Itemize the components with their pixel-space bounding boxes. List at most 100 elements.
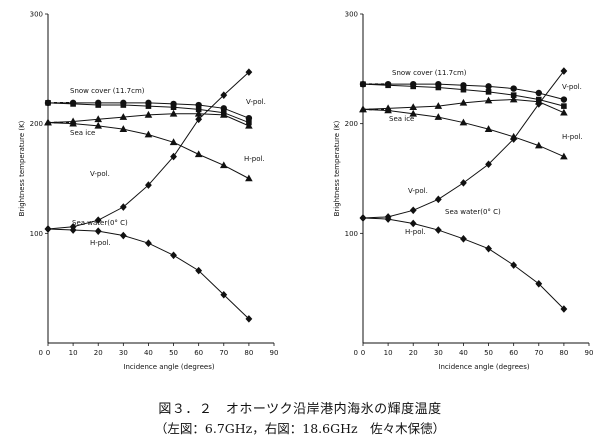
x-tick-label: 20 [94, 349, 103, 357]
right-chart: 0 10 20 30 40 50 60 70 80 90 100 200 300 0 Incidence a… [333, 11, 593, 372]
data-point [245, 121, 253, 129]
data-point [460, 179, 467, 187]
x-tick-label: 30 [119, 349, 128, 357]
annotation-label: H-pol. [90, 239, 111, 247]
data-point [560, 108, 568, 116]
data-point [409, 109, 418, 117]
x-tick-label: 0 [46, 349, 50, 357]
x-tick-label: 50 [484, 349, 493, 357]
x-tick-label: 80 [559, 349, 568, 357]
data-point [145, 239, 152, 248]
data-point [145, 103, 152, 109]
x-tick-label: 10 [69, 349, 78, 357]
annotation-label: V-pol. [408, 187, 428, 195]
x-tick-label: 80 [244, 349, 253, 357]
data-point [44, 225, 52, 233]
data-point [510, 92, 517, 98]
annotation-label: V-pol. [90, 170, 110, 178]
data-point [144, 130, 153, 138]
figure-subcaption: （左図：6.7GHz，右図：18.6GHz 佐々木保徳） [154, 421, 446, 436]
x-tick-label: 20 [409, 349, 418, 357]
annotation-label: Sea ice [389, 115, 414, 123]
data-point [561, 103, 567, 109]
annotation-label: H-pol. [562, 133, 583, 141]
data-point [119, 203, 127, 211]
data-point [195, 266, 203, 275]
data-point [434, 102, 443, 109]
y-axis-label: Brightness temperature (K) [18, 120, 26, 216]
x-axis-label: Incidence angle (degrees) [123, 363, 214, 371]
x-tick-label: 90 [270, 349, 279, 357]
data-point [434, 226, 442, 234]
data-point [119, 231, 127, 240]
data-point [195, 115, 203, 124]
data-point [44, 118, 52, 126]
data-point [409, 103, 418, 111]
data-point [410, 83, 417, 90]
data-point [484, 125, 493, 132]
data-point [119, 113, 128, 120]
data-point [95, 102, 102, 108]
annotation-label: V-pol. [562, 83, 582, 91]
data-point [485, 89, 492, 95]
data-point [384, 106, 392, 114]
data-point [170, 152, 177, 161]
figure-caption: 図３．２ オホーツク沿岸港内海氷の輝度温度 [158, 402, 442, 417]
x-tick-label: 30 [434, 349, 443, 357]
y-tick-label: 100 [30, 230, 43, 238]
data-point [434, 113, 443, 120]
data-point [69, 226, 77, 234]
data-point [535, 89, 542, 97]
data-point [560, 152, 568, 160]
data-point [70, 101, 76, 107]
data-point [245, 315, 253, 323]
left-chart: 0 10 20 30 40 50 60 70 80 90 100 200 300 0 Incidence a… [18, 11, 278, 372]
data-point [194, 150, 203, 158]
data-point [120, 102, 127, 108]
x-tick-label: 50 [169, 349, 178, 357]
data-point [510, 135, 518, 143]
data-point [384, 215, 392, 223]
annotation-label: Sea ice [70, 129, 95, 137]
data-point [510, 85, 517, 92]
y-tick-label: 300 [345, 11, 358, 19]
data-point [94, 227, 102, 235]
data-point [459, 118, 468, 126]
data-point [485, 160, 492, 169]
annotation-label: Snow cover (11.7cm) [392, 69, 467, 77]
annotation-label: Sea water(0° C) [445, 208, 501, 216]
data-point [94, 216, 102, 224]
annotation-label: V-pol. [246, 98, 266, 106]
data-point [485, 244, 492, 253]
data-point [509, 95, 518, 103]
data-point [219, 110, 228, 118]
y-tick-label: 0 [39, 349, 43, 357]
annotation-label: Snow cover (11.7cm) [70, 87, 145, 95]
data-point [195, 106, 202, 113]
data-point [245, 68, 253, 76]
data-point [69, 119, 77, 127]
annotation-label: Sea water(0° C) [72, 219, 128, 227]
data-point [359, 214, 367, 222]
y-tick-label: 200 [345, 120, 358, 128]
data-point [94, 121, 103, 129]
annotation-label: H-pol. [244, 155, 265, 163]
data-point [385, 82, 391, 89]
data-point [170, 104, 177, 111]
data-point [560, 96, 568, 103]
y-axis-label: Brightness temperature (K) [333, 120, 341, 216]
data-point [219, 161, 228, 169]
data-point [170, 251, 177, 260]
y-tick-label: 200 [30, 120, 43, 128]
data-point [144, 110, 153, 118]
annotation-label: H-pol. [405, 228, 426, 236]
y-tick-label: 100 [345, 230, 358, 238]
x-tick-label: 10 [384, 349, 393, 357]
x-tick-label: 40 [459, 349, 468, 357]
series-line [47, 71, 250, 230]
data-point [169, 138, 178, 146]
x-tick-label: 40 [144, 349, 153, 357]
data-point [534, 141, 543, 149]
data-point [435, 84, 442, 91]
